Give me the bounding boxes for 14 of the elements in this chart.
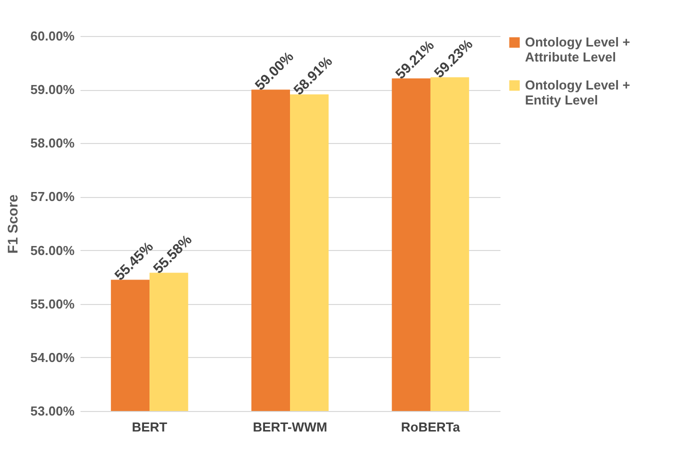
legend-label: Ontology Level + Attribute Level (525, 34, 631, 64)
y-axis-title: F1 Score (4, 194, 20, 254)
x-tick-label: RoBERTa (400, 420, 461, 434)
y-tick-label: 56.00% (30, 242, 75, 258)
y-tick-label: 55.00% (30, 296, 75, 312)
x-tick-label: BERT (132, 420, 168, 434)
y-tick-label: 53.00% (30, 404, 75, 418)
x-tick-label: BERT-WWM (252, 420, 328, 434)
y-tick-label: 59.00% (30, 82, 75, 98)
y-tick-label: 58.00% (30, 136, 75, 151)
legend-label: Ontology Level + Entity Level (525, 78, 631, 108)
y-tick-label: 57.00% (30, 189, 75, 204)
y-tick-label: 60.00% (30, 28, 75, 44)
y-tick-label: 54.00% (30, 350, 75, 365)
